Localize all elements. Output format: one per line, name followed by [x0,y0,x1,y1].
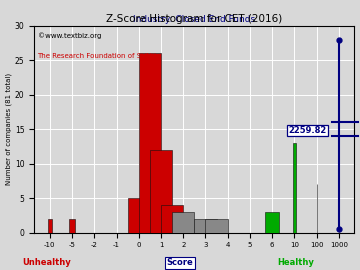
Text: Healthy: Healthy [277,258,314,267]
Bar [293,143,296,232]
Bar [206,219,228,232]
Bar [48,219,51,232]
Y-axis label: Number of companies (81 total): Number of companies (81 total) [5,73,12,185]
Bar [172,212,194,232]
Bar [128,198,150,232]
Bar [69,219,75,232]
Bar [194,219,217,232]
Text: The Research Foundation of SUNY: The Research Foundation of SUNY [37,53,156,59]
Text: Score: Score [167,258,193,267]
Bar [139,53,161,232]
Text: ©www.textbiz.org: ©www.textbiz.org [37,32,101,39]
Text: Unhealthy: Unhealthy [22,258,71,267]
Title: Z-Score Histogram for CET (2016): Z-Score Histogram for CET (2016) [106,14,283,24]
Bar [265,212,279,232]
Text: 2259.82: 2259.82 [288,126,327,135]
Bar [150,150,172,232]
Text: Industry: Closed End Funds: Industry: Closed End Funds [133,15,256,24]
Bar [161,205,183,232]
